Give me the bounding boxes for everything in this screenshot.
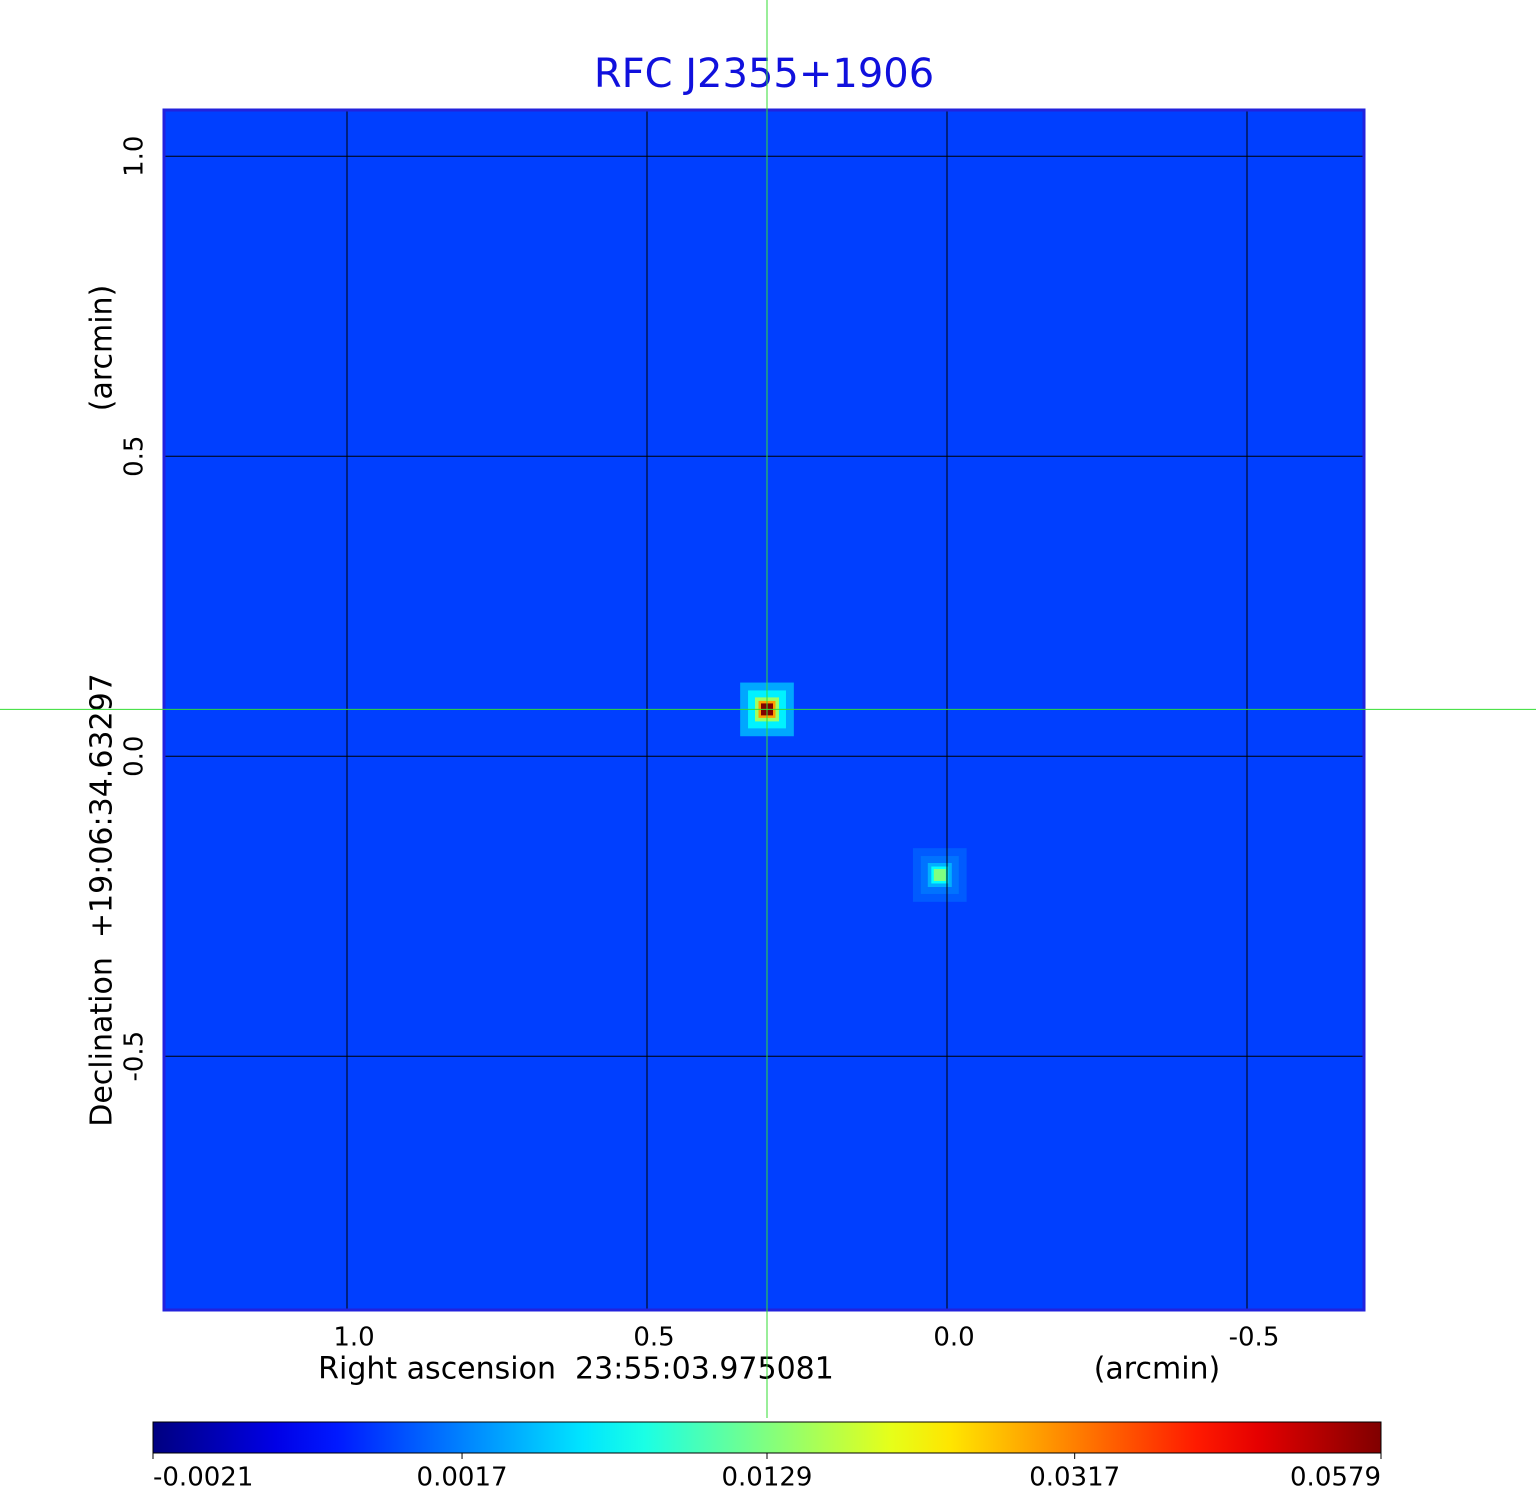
y-tick-label: 1.0 (120, 136, 150, 177)
colorbar-tick-label: 0.0317 (1029, 1463, 1120, 1493)
plot-area (162, 108, 1366, 1312)
source-pixel-block (933, 869, 946, 881)
colorbar-tick-label: 0.0579 (1290, 1463, 1381, 1493)
colorbar (152, 1421, 1382, 1454)
x-axis-label: Right ascension 23:55:03.975081 (318, 1352, 834, 1387)
y-tick-label: 0.5 (120, 436, 150, 477)
colorbar-tick-label: 0.0129 (722, 1463, 813, 1493)
x-axis-unit: (arcmin) (1094, 1352, 1221, 1387)
x-tick-label: 1.0 (333, 1323, 374, 1353)
y-axis-label: Declination +19:06:34.63297 (85, 673, 120, 1127)
x-tick-label: -0.5 (1229, 1323, 1280, 1353)
colorbar-tick-label: 0.0017 (417, 1463, 508, 1493)
y-tick-label: 0.0 (120, 736, 150, 777)
y-axis-unit: (arcmin) (85, 285, 120, 412)
x-tick-label: 0.0 (933, 1323, 974, 1353)
colorbar-tick-label: -0.0021 (153, 1463, 253, 1493)
plot-frame (162, 108, 1366, 1312)
x-tick-label: 0.5 (633, 1323, 674, 1353)
y-tick-label: -0.5 (120, 1031, 150, 1082)
chart-title: RFC J2355+1906 (594, 51, 934, 97)
